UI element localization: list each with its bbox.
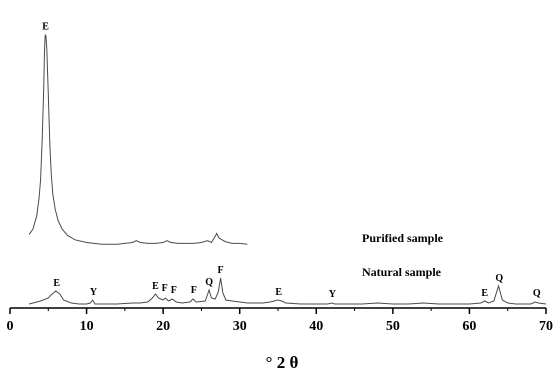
peak-label: F: [191, 285, 197, 296]
peak-label: Q: [495, 273, 503, 284]
peak-label: Q: [533, 288, 541, 299]
x-tick-label: 70: [539, 319, 553, 334]
x-tick-label: 10: [80, 319, 94, 334]
peak-label: E: [152, 281, 159, 292]
peak-label: F: [218, 265, 224, 276]
series-label-1: Natural sample: [362, 265, 442, 279]
x-tick-label: 30: [233, 319, 247, 334]
peak-label: F: [171, 285, 177, 296]
x-tick-label: 60: [462, 319, 476, 334]
series-line-0: [28, 34, 248, 245]
axis-group: 0 10 20 30 40 50 60 70 ° 2 θ: [7, 307, 553, 372]
peak-label: Y: [329, 289, 337, 300]
x-ticks: 0 10 20 30 40 50 60 70: [7, 308, 553, 334]
x-axis-title: ° 2 θ: [266, 353, 299, 372]
series-line-1: [28, 277, 547, 305]
peak-label: E: [481, 288, 488, 299]
peak-label: E: [42, 22, 49, 33]
x-tick-label: 0: [7, 319, 14, 334]
peak-label: Y: [90, 287, 98, 298]
peak-label: Q: [205, 277, 213, 288]
series-label-0: Purified sample: [362, 231, 444, 245]
peak-label: E: [53, 278, 60, 289]
x-tick-label: 40: [309, 319, 323, 334]
peak-label: F: [162, 283, 168, 294]
peak-label: E: [275, 287, 282, 298]
x-tick-label: 50: [386, 319, 400, 334]
x-tick-label: 20: [156, 319, 170, 334]
